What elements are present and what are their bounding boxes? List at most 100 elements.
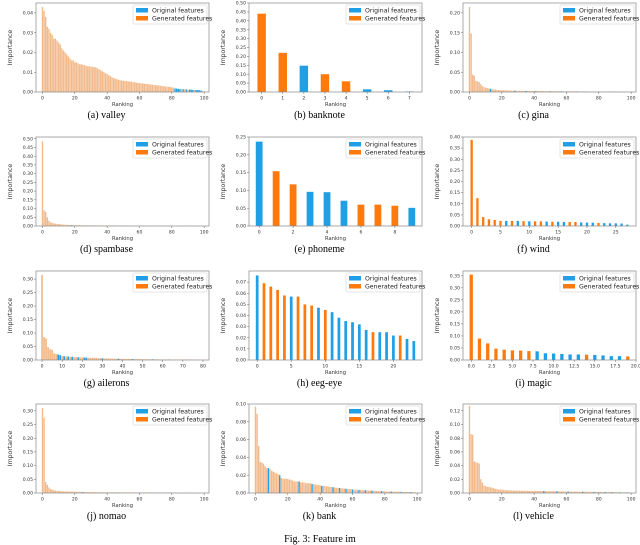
y-axis-label: Importance [7,431,14,467]
y-tick-label: 0.08 [450,436,460,442]
bar-generated-feature [102,71,103,92]
y-tick-label: 0.00 [236,224,246,230]
bar-generated-feature [95,67,96,92]
x-tick-label: 0.0 [468,364,475,370]
bar-original-feature [339,488,340,493]
bar-original-feature [317,308,320,360]
bar-generated-feature [53,39,54,92]
bar-generated-feature [161,86,162,92]
bar-generated-feature [47,217,48,226]
bar-generated-feature [173,88,174,92]
y-tick-label: 0.10 [236,188,246,194]
bar-original-feature [352,489,353,493]
bar-generated-feature [50,223,51,226]
bar-generated-feature [105,73,106,92]
bar-generated-feature [53,490,54,493]
bar-generated-feature [148,84,149,92]
x-tick-label: 5.0 [509,364,516,370]
y-tick-label: 0.20 [23,304,33,310]
bar-generated-feature [155,85,156,92]
subfigure-caption: (f) wind [427,244,640,255]
bar-original-feature [517,221,519,226]
bar-original-feature [344,321,347,360]
y-tick-label: 0.25 [23,290,33,296]
bar-generated-feature [347,489,348,493]
y-tick-label: 0.20 [450,179,460,185]
x-tick-label: 0 [256,364,259,370]
bar-generated-feature [337,488,338,493]
bar-generated-feature [263,283,266,360]
legend-label-generated: Generated features [365,15,425,22]
y-tick-label: 0.05 [23,477,33,483]
bar-original-feature [351,322,354,360]
x-tick-label: 0 [468,497,471,503]
x-tick-label: 8 [393,230,396,236]
bar-generated-feature [124,81,125,92]
bar-original-feature [560,354,563,360]
subfigure-caption: (i) magic [427,378,640,389]
y-tick-label: 0.04 [23,10,33,16]
bar-original-feature [189,90,190,92]
x-tick-label: 0 [468,96,471,102]
bar-original-feature [593,355,596,360]
bar-generated-feature [45,212,46,226]
bar-generated-feature [273,171,280,226]
x-tick-label: 4 [345,96,348,102]
y-tick-label: 0.35 [236,27,246,33]
x-tick-label: 2 [302,96,305,102]
bar-generated-feature [266,468,267,493]
y-tick-label: 0.35 [450,146,460,152]
x-tick-label: 80 [596,497,602,503]
bar-generated-feature [308,483,309,493]
bar-original-feature [345,489,346,493]
y-tick-label: 0.04 [450,463,460,469]
y-tick-label: 0.05 [236,206,246,212]
bar-generated-feature [504,490,505,493]
x-tick-label: 60 [137,230,143,236]
legend-swatch-generated [349,417,361,422]
bar-generated-feature [166,87,167,92]
bar-generated-feature [134,82,135,92]
bar-original-feature [552,354,555,360]
bar-original-feature [59,355,61,360]
x-tick-label: 20 [285,497,291,503]
bar-generated-feature [509,490,510,493]
x-tick-label: 0 [41,96,44,102]
bar-original-feature [178,89,179,92]
y-tick-label: 0.20 [450,309,460,315]
bar-generated-feature [470,33,471,92]
subfigure-caption: (e) phoneme [213,244,426,255]
x-tick-label: 4 [326,230,329,236]
y-tick-label: 0.10 [450,201,460,207]
x-tick-label: 20 [79,364,85,370]
subfigure-caption: (h) eeg-eye [213,378,426,389]
bar-generated-feature [82,65,83,92]
x-tick-label: 100 [200,230,209,236]
y-tick-label: 0.20 [450,10,460,16]
y-axis-label: Importance [220,30,227,66]
bar-generated-feature [47,27,48,92]
legend-label-original: Original features [152,7,204,14]
x-axis-label: Ranking [112,503,133,509]
bar-generated-feature [66,54,67,92]
y-tick-label: 0.15 [236,63,246,69]
bar-original-feature [392,336,395,360]
bar-generated-feature [297,297,300,360]
x-tick-label: 80 [169,230,175,236]
y-tick-label: 0.15 [450,30,460,36]
bar-generated-feature [329,487,330,493]
bar-generated-feature [75,357,77,360]
bar-generated-feature [516,491,517,493]
bar-original-feature [620,224,622,226]
x-axis-label: Ranking [112,102,133,108]
bar-original-feature [528,221,530,226]
x-tick-label: 80 [596,96,602,102]
x-axis-label: Ranking [112,370,133,376]
bar-generated-feature [482,483,483,493]
bar-generated-feature [68,56,69,92]
bar-generated-feature [264,466,265,493]
x-tick-label: 5 [290,364,293,370]
